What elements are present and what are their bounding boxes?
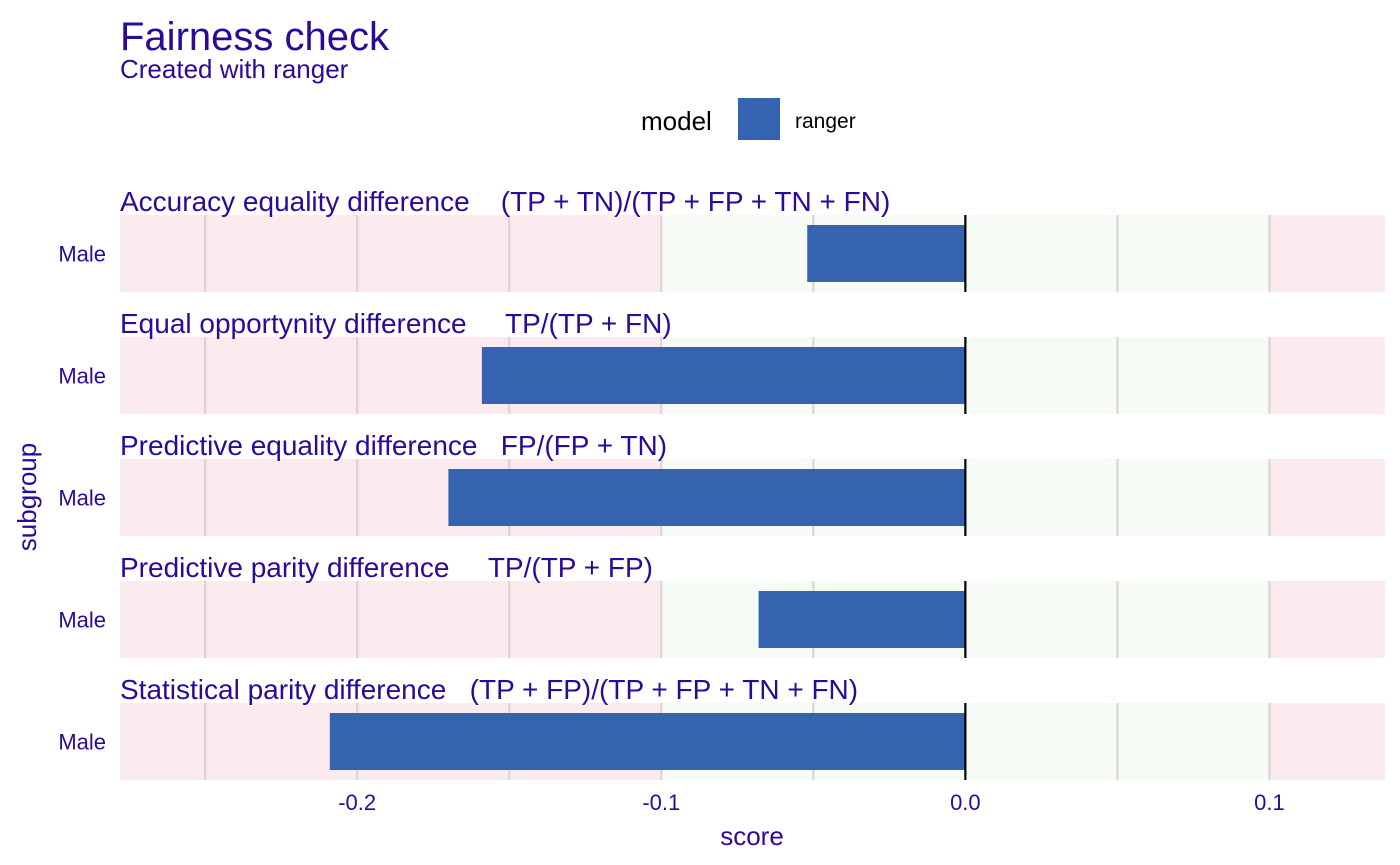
- facet-panel: Accuracy equality difference (TP + TN)/(…: [58, 186, 1385, 292]
- x-axis-title: score: [720, 821, 784, 851]
- unacceptable-band-right: [1269, 337, 1385, 414]
- facet-title: Statistical parity difference (TP + FP)/…: [120, 674, 858, 705]
- facet-panel: Statistical parity difference (TP + FP)/…: [58, 674, 1385, 780]
- x-axis: -0.2 -0.1 0.0 0.1: [338, 790, 1285, 815]
- unacceptable-band-right: [1269, 459, 1385, 536]
- facet-panels: Accuracy equality difference (TP + TN)/(…: [58, 186, 1385, 780]
- y-tick-label: Male: [58, 242, 106, 267]
- facet-title: Predictive parity difference TP/(TP + FP…: [120, 552, 653, 583]
- x-tick-label: -0.1: [642, 790, 680, 815]
- bar-ranger-male: [481, 347, 966, 404]
- unacceptable-band-right: [1269, 581, 1385, 658]
- legend-title: model: [641, 106, 712, 136]
- bar-ranger-male: [807, 225, 966, 282]
- facet-title: Predictive equality difference FP/(FP + …: [120, 430, 667, 461]
- legend-label-ranger: ranger: [795, 110, 856, 133]
- chart-title: Fairness check: [120, 15, 390, 59]
- y-tick-label: Male: [58, 486, 106, 511]
- facet-panel: Equal opportynity difference TP/(TP + FN…: [58, 308, 1385, 414]
- y-axis-title: subgroup: [12, 443, 42, 551]
- y-tick-label: Male: [58, 364, 106, 389]
- unacceptable-band-right: [1269, 215, 1385, 292]
- legend-swatch-ranger: [738, 98, 780, 140]
- x-tick-label: 0.1: [1254, 790, 1285, 815]
- unacceptable-band-right: [1269, 703, 1385, 780]
- unacceptable-band-left: [120, 581, 662, 658]
- chart-subtitle: Created with ranger: [120, 54, 349, 84]
- bar-ranger-male: [758, 591, 966, 648]
- facet-panel: Predictive equality difference FP/(FP + …: [58, 430, 1385, 536]
- y-tick-label: Male: [58, 730, 106, 755]
- legend: model ranger: [641, 98, 856, 140]
- unacceptable-band-left: [120, 215, 662, 292]
- facet-panel: Predictive parity difference TP/(TP + FP…: [58, 552, 1385, 658]
- bar-ranger-male: [329, 713, 966, 770]
- facet-title: Equal opportynity difference TP/(TP + FN…: [120, 308, 672, 339]
- x-tick-label: 0.0: [950, 790, 981, 815]
- facet-title: Accuracy equality difference (TP + TN)/(…: [120, 186, 890, 217]
- bar-ranger-male: [448, 469, 966, 526]
- x-tick-label: -0.2: [338, 790, 376, 815]
- y-tick-label: Male: [58, 608, 106, 633]
